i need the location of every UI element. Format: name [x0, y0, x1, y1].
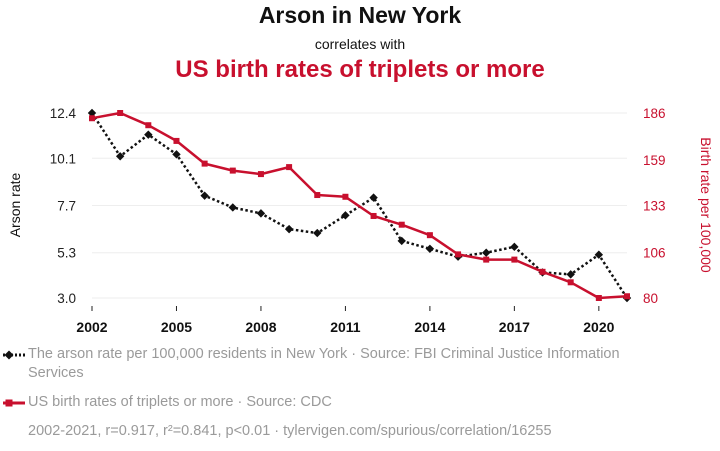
y-left-tick-label: 7.7	[57, 199, 76, 214]
data-point-arson	[594, 250, 604, 259]
y-left-tick-label: 12.4	[50, 106, 77, 121]
data-point-arson	[510, 242, 519, 252]
legend-swatch-triplets	[3, 399, 25, 407]
data-point-triplets	[370, 212, 377, 219]
chart-title: Arson in New York	[258, 2, 462, 28]
y-right-tick-label: 186	[643, 106, 666, 121]
data-point-triplets	[595, 295, 602, 301]
y-right-tick-label: 80	[643, 291, 658, 306]
data-point-arson	[144, 130, 153, 139]
x-tick-label: 2008	[245, 319, 276, 335]
data-point-triplets	[229, 167, 236, 174]
data-point-triplets	[257, 171, 264, 178]
x-tick-label: 2005	[161, 319, 192, 335]
y-left-tick-label: 5.3	[57, 246, 76, 261]
y-right-tick-label: 133	[643, 199, 666, 214]
data-point-triplets	[455, 251, 462, 258]
chart-footer-stats: 2002-2021, r=0.917, r²=0.841, p<0.01 · t…	[28, 423, 552, 439]
data-point-arson	[369, 193, 378, 202]
data-point-arson	[284, 224, 294, 234]
data-point-arson	[566, 270, 575, 279]
y-left-tick-label: 3.0	[57, 291, 76, 306]
data-point-arson	[172, 150, 181, 159]
chart-secondary-title: US birth rates of triplets or more	[175, 56, 545, 83]
data-point-triplets	[426, 232, 433, 239]
y-right-tick-label: 159	[643, 153, 666, 168]
data-point-arson	[87, 108, 97, 118]
chart-subtitle: correlates with	[314, 36, 406, 52]
data-point-triplets	[483, 256, 490, 263]
y-right-axis-title: Birth rate per 100,000	[698, 137, 714, 273]
data-point-triplets	[201, 160, 208, 167]
data-point-triplets	[624, 293, 630, 300]
data-point-arson	[313, 228, 322, 238]
data-point-triplets	[398, 221, 405, 228]
data-point-triplets	[511, 256, 518, 263]
data-point-triplets	[314, 192, 321, 199]
data-point-triplets	[89, 115, 95, 122]
y-right-tick-label: 106	[643, 246, 666, 261]
x-tick-label: 2002	[76, 319, 107, 335]
data-point-arson	[482, 248, 491, 257]
data-point-triplets	[567, 279, 574, 286]
x-tick-label: 2011	[330, 319, 361, 335]
data-point-triplets	[539, 268, 546, 275]
data-point-triplets	[117, 110, 124, 116]
data-point-arson	[341, 211, 350, 220]
data-point-arson	[115, 152, 125, 161]
data-point-arson	[200, 191, 209, 200]
x-tick-label: 2020	[583, 319, 614, 335]
legend-label-arson: The arson rate per 100,000 residents in …	[28, 346, 620, 381]
data-point-triplets	[145, 122, 152, 129]
x-tick-label: 2017	[499, 319, 530, 335]
data-point-arson	[256, 209, 266, 218]
data-point-triplets	[286, 164, 293, 171]
x-tick-label: 2014	[414, 319, 445, 335]
y-left-tick-label: 10.1	[50, 151, 76, 166]
data-point-triplets	[342, 193, 349, 200]
data-point-arson	[425, 244, 435, 253]
legend-swatch-arson	[3, 350, 25, 360]
y-left-axis-title: Arson rate	[7, 172, 23, 237]
series-line-triplets	[91, 111, 628, 300]
legend-label-triplets: US birth rates of triplets or more · Sou…	[28, 394, 332, 410]
data-point-arson	[228, 203, 237, 212]
data-point-arson	[397, 236, 406, 246]
data-point-triplets	[173, 137, 180, 144]
